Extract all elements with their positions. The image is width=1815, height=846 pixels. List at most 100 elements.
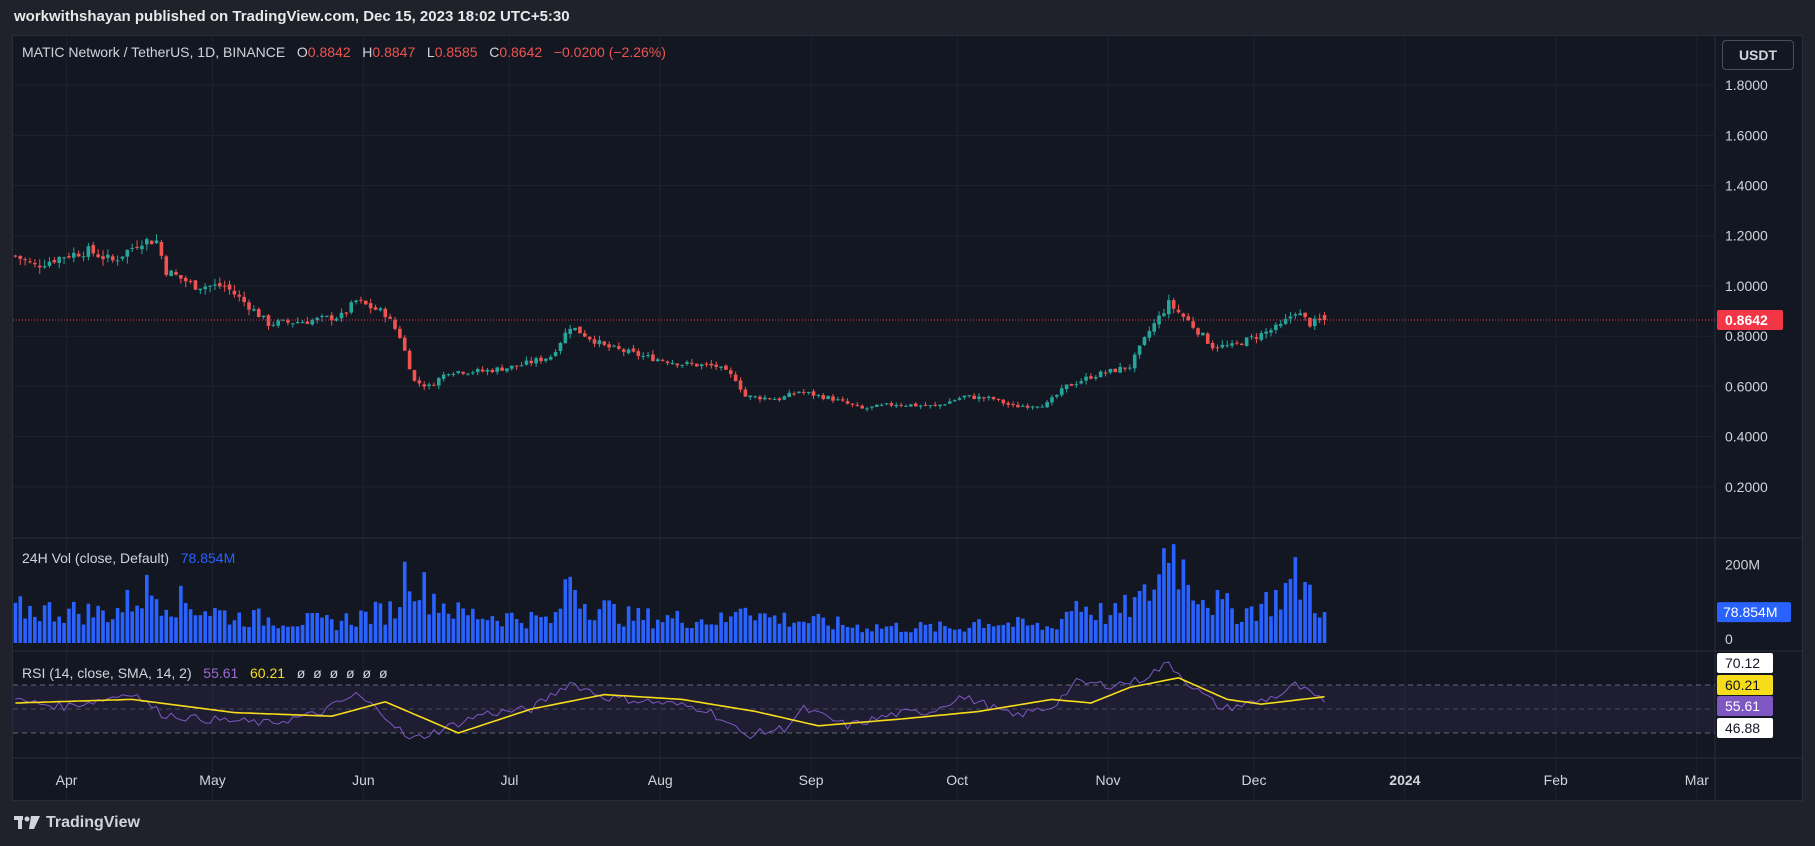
volume-bar <box>1205 607 1210 643</box>
time-axis-label: Sep <box>799 772 824 788</box>
rsi-legend[interactable]: RSI (14, close, SMA, 14, 2) 55.61 60.21 … <box>22 665 390 681</box>
candle-body <box>1322 315 1327 321</box>
candle-body <box>977 396 981 400</box>
candle-body <box>519 365 524 367</box>
candle-body <box>1186 316 1191 321</box>
candle-body <box>256 309 261 318</box>
volume-bar <box>1147 600 1152 643</box>
candle-body <box>188 280 193 282</box>
candle-body <box>198 288 203 291</box>
chart-frame[interactable] <box>12 35 1803 801</box>
volume-bar <box>1040 629 1045 643</box>
volume-bar <box>690 628 694 643</box>
volume-bar <box>96 605 100 643</box>
candle-body <box>364 300 368 305</box>
volume-bar <box>81 624 86 643</box>
volume-bar <box>1220 599 1225 643</box>
currency-button[interactable]: USDT <box>1722 40 1794 70</box>
candle-body <box>758 396 762 400</box>
volume-bar <box>539 617 543 643</box>
candle-body <box>1035 406 1040 408</box>
volume-bar <box>962 631 967 643</box>
candle-body <box>72 252 76 258</box>
candle-body <box>690 362 694 364</box>
candle-body <box>218 283 222 287</box>
volume-bar <box>680 622 684 643</box>
candle-body <box>222 285 227 287</box>
candle-body <box>714 364 718 367</box>
volume-bar <box>1142 584 1147 643</box>
volume-bar <box>787 626 791 643</box>
volume-bar <box>368 623 373 643</box>
candle-body <box>524 360 529 365</box>
candle-body <box>1011 404 1015 406</box>
volume-bar <box>1132 597 1137 643</box>
volume-bar <box>149 595 154 643</box>
volume-bar <box>1025 625 1030 643</box>
volume-bar <box>383 624 388 643</box>
time-axis-label: Apr <box>56 772 78 788</box>
volume-bar <box>1201 600 1205 643</box>
candle-body <box>1016 404 1020 408</box>
candle-body <box>1235 342 1239 344</box>
volume-bar <box>1283 583 1288 643</box>
candle-body <box>1108 368 1113 373</box>
volume-bar <box>767 617 772 643</box>
candle-body <box>909 404 913 407</box>
volume-axis-label: 0 <box>1725 631 1733 647</box>
volume-bar <box>110 619 115 643</box>
candle-body <box>850 403 855 405</box>
volume-bar <box>889 626 894 643</box>
volume-bar <box>548 622 553 643</box>
candle-body <box>183 277 188 282</box>
volume-bar <box>349 624 353 643</box>
volume-bar <box>359 610 363 643</box>
candle-body <box>884 403 889 405</box>
candle-body <box>1317 318 1322 321</box>
rsi-axis-badge <box>1717 696 1773 716</box>
candle-body <box>1074 384 1079 386</box>
candle-body <box>1001 399 1006 404</box>
candle-body <box>573 327 577 331</box>
candle-body <box>1147 331 1152 338</box>
candle-body <box>675 363 680 366</box>
volume-bar <box>242 626 246 643</box>
candle-body <box>368 303 373 309</box>
rsi-na-values: ø ø ø ø ø ø <box>296 665 390 681</box>
candle-body <box>1259 332 1264 340</box>
volume-bar <box>154 599 159 643</box>
volume-bar <box>500 626 504 643</box>
volume-bar <box>1094 620 1098 643</box>
volume-bar <box>748 615 753 643</box>
candle-body <box>315 317 319 321</box>
volume-bar <box>232 620 237 643</box>
volume-bar <box>315 612 319 643</box>
volume-bar <box>802 621 806 643</box>
price-axis-label: 0.4000 <box>1725 429 1768 445</box>
volume-bar <box>495 620 499 643</box>
close-label: C <box>489 44 500 60</box>
candle-body <box>145 239 149 245</box>
low-value: 0.8585 <box>434 44 478 60</box>
symbol-legend[interactable]: MATIC Network / TetherUS, 1D, BINANCE O0… <box>22 44 666 60</box>
volume-bar <box>188 609 193 643</box>
candle-body <box>344 312 349 314</box>
tradingview-logo-icon <box>14 816 40 829</box>
volume-bar <box>621 626 626 643</box>
candle-body <box>495 367 499 372</box>
time-axis-label: Jun <box>352 772 375 788</box>
candle-body <box>670 362 675 364</box>
volume-bar <box>529 611 534 643</box>
candle-body <box>86 246 91 257</box>
candle-body <box>923 404 928 406</box>
time-axis-label: May <box>199 772 225 788</box>
volume-bar <box>475 619 480 643</box>
candle-body <box>636 351 641 356</box>
candle-body <box>1278 323 1283 326</box>
volume-bar <box>266 617 271 643</box>
volume-legend[interactable]: 24H Vol (close, Default) 78.854M <box>22 550 235 566</box>
volume-bar <box>656 619 660 643</box>
candle-body <box>943 404 947 406</box>
rsi-legend-value: 55.61 <box>203 665 239 681</box>
